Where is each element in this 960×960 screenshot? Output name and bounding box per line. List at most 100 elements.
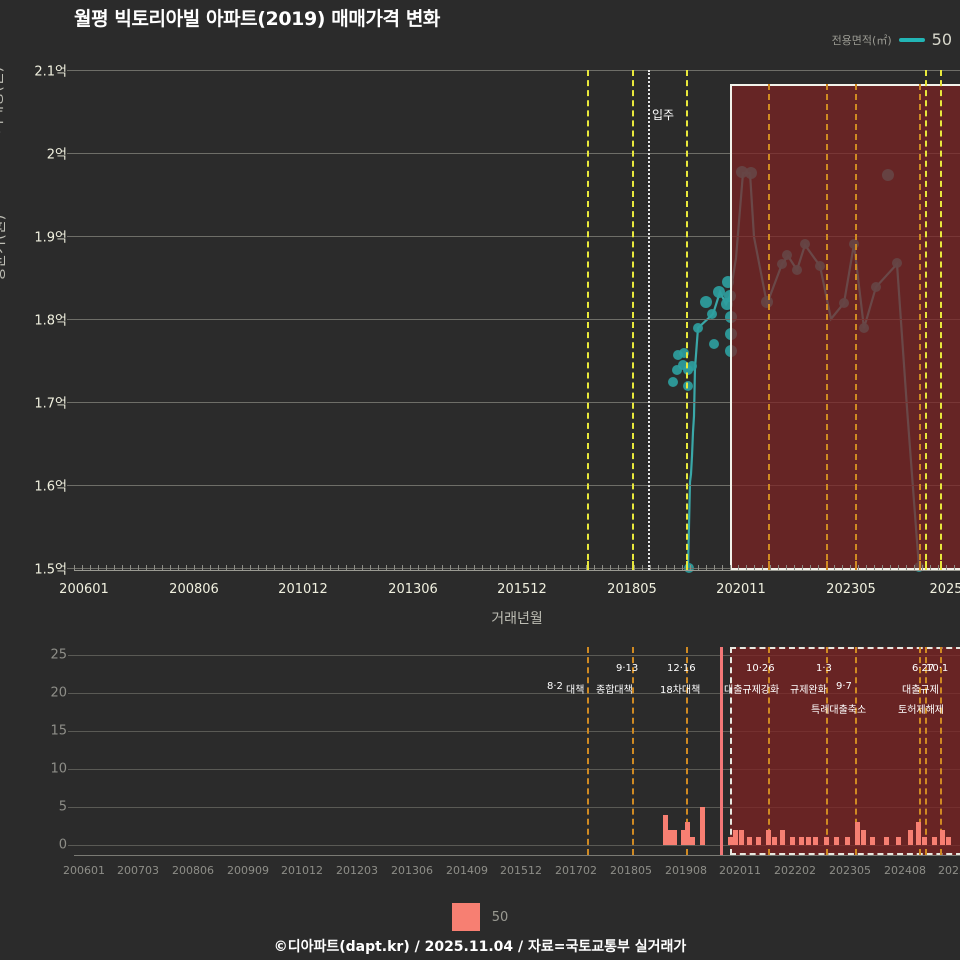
ann-1026-date: 10·26 <box>746 663 775 674</box>
volume-bar <box>834 837 839 845</box>
top-xtick-0: 200601 <box>59 582 109 597</box>
vline-move-in <box>648 70 650 570</box>
ann-13-desc: 규제완화 <box>790 685 827 696</box>
legend-top-swatch-icon <box>898 37 925 42</box>
volume-bars-layer <box>74 655 960 845</box>
top-xtick-5: 201805 <box>607 582 657 597</box>
top-xtick-4: 201512 <box>497 582 547 597</box>
ann-1026-desc: 대출규제강화 <box>724 685 780 696</box>
volume-bar <box>681 829 686 845</box>
volume-bar <box>932 837 937 845</box>
top-ytick-0: 2.1억 <box>34 64 67 80</box>
bottom-y-axis-label: 거래량(건) <box>0 66 6 134</box>
volume-bar <box>806 837 811 845</box>
volume-bar <box>813 837 818 845</box>
ann-82-name: 8·2 <box>547 681 563 692</box>
bot-xtick-5: 201203 <box>336 864 378 877</box>
volume-bar <box>685 822 690 845</box>
bot-xtick-15: 202408 <box>884 864 926 877</box>
volume-bar <box>922 837 927 845</box>
legend-top-value: 50 <box>931 30 952 49</box>
volume-bar <box>884 837 889 845</box>
bot-xtick-4: 201012 <box>281 864 323 877</box>
bot-xtick-11: 201908 <box>665 864 707 877</box>
vline-913-jonghap <box>632 70 634 570</box>
volume-bar <box>672 829 677 845</box>
volume-bar <box>799 837 804 845</box>
top-xtick-3: 201306 <box>388 582 438 597</box>
bvline-13 <box>826 647 828 855</box>
top-xtick-6: 202011 <box>716 582 766 597</box>
bvline-1026 <box>768 647 770 855</box>
bvline-move-in-pink <box>720 647 723 855</box>
vline-1026-loan-tighten <box>768 84 770 570</box>
ann-1216-date: 12·16 <box>667 663 696 674</box>
vline-82-daechaek <box>587 70 589 570</box>
ann-13-date: 1·3 <box>816 663 832 674</box>
legend-top[interactable]: 전용면적(㎡) 50 <box>832 30 952 49</box>
page-title: 월평 빅토리아빌 아파트(2019) 매매가격 변화 <box>74 8 440 30</box>
ann-82-desc: 대책 <box>566 685 585 696</box>
legend-top-label: 전용면적(㎡) <box>831 33 892 47</box>
ann-913-desc: 종합대책 <box>596 685 633 696</box>
ann-97-date: 9·7 <box>836 681 852 692</box>
bot-xtick-3: 200909 <box>227 864 269 877</box>
vline-101-toheoje <box>940 70 942 570</box>
ann-627-date: 6·27 <box>912 663 935 674</box>
volume-bar <box>916 822 921 845</box>
volume-bar <box>690 837 695 845</box>
bot-xtick-10: 201805 <box>610 864 652 877</box>
volume-bar <box>728 837 733 845</box>
volume-bar <box>845 837 850 845</box>
vline-97-special-loan <box>855 84 857 570</box>
bot-xtick-0: 200601 <box>63 864 105 877</box>
ann-1216-desc: 18차대책 <box>660 685 701 696</box>
volume-bar <box>824 837 829 845</box>
top-ytick-1: 2억 <box>46 147 67 163</box>
top-xtick-8: 2025 <box>929 582 960 597</box>
volume-bar <box>780 829 785 845</box>
vline-extra-1 <box>919 84 921 570</box>
volume-bar <box>663 814 668 845</box>
volume-bar <box>668 829 673 845</box>
volume-bar <box>790 837 795 845</box>
volume-bar <box>908 829 913 845</box>
volume-bar <box>946 837 951 845</box>
volume-bar <box>855 822 860 845</box>
vline-13-deregulation <box>826 84 828 570</box>
volume-bar <box>861 829 866 845</box>
volume-bar <box>739 829 744 845</box>
bottom-x-axis: 200601 200703 200806 200909 201012 20120… <box>63 855 960 895</box>
top-xtick-7: 202305 <box>826 582 876 597</box>
top-y-axis-label: 평균가(원) <box>0 214 8 282</box>
bot-xtick-9: 201702 <box>555 864 597 877</box>
ann-101-desc: 토허제해제 <box>898 705 944 716</box>
volume-bar <box>870 837 875 845</box>
volume-bar <box>747 837 752 845</box>
bvline-extra <box>919 647 921 855</box>
bot-ytick-0: 25 <box>50 647 67 663</box>
volume-bar <box>766 829 771 845</box>
bvline-101 <box>940 647 942 855</box>
top-ytick-5: 1.6억 <box>34 479 67 495</box>
bot-xtick-8: 201512 <box>500 864 542 877</box>
volume-bar <box>756 837 761 845</box>
top-xtick-2: 201012 <box>278 582 328 597</box>
ann-627-desc: 대출규제 <box>902 685 939 696</box>
bot-ytick-4: 5 <box>58 799 67 815</box>
vline-1216-18cha <box>686 70 688 570</box>
bot-xtick-7: 201409 <box>446 864 488 877</box>
legend-bottom[interactable]: 50 <box>0 903 960 931</box>
volume-bar <box>733 829 738 845</box>
bot-xtick-6: 201306 <box>391 864 433 877</box>
footer-credit: ©디아파트(dapt.kr) / 2025.11.04 / 자료=국토교통부 실… <box>273 939 687 955</box>
bot-xtick-1: 200703 <box>117 864 159 877</box>
bvline-1216 <box>686 647 688 855</box>
vline-627-loan-reg <box>925 70 927 570</box>
legend-bottom-value: 50 <box>491 909 509 925</box>
volume-bar <box>940 829 945 845</box>
top-x-axis: 200601 200806 201012 201306 201512 20180… <box>59 561 960 630</box>
move-in-annotation: 입주 <box>652 108 675 122</box>
bot-ytick-3: 10 <box>50 761 67 777</box>
